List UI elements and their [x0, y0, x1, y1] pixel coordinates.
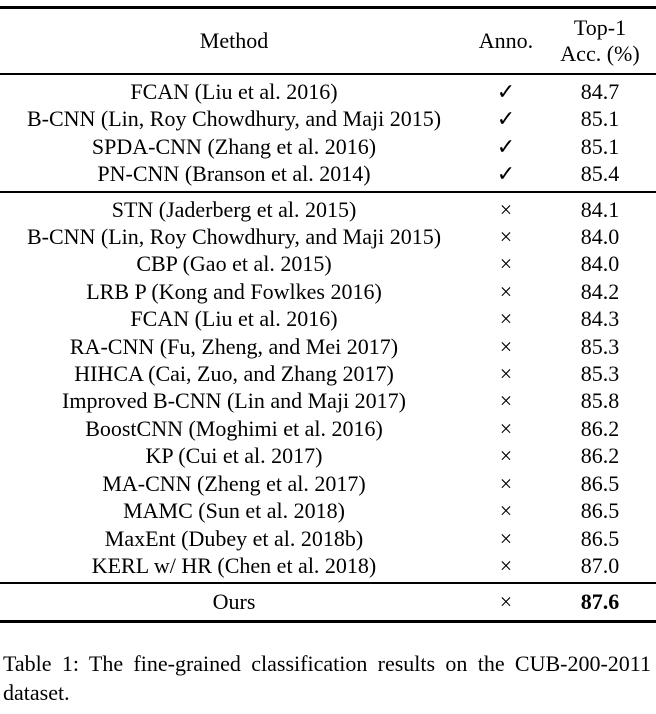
acc-cell: 84.7: [580, 79, 620, 104]
table-row: SPDA-CNN (Zhang et al. 2016) ✓ 85.1: [0, 133, 656, 160]
table-row: MAMC (Sun et al. 2018) × 86.5: [0, 497, 656, 524]
method-cell: MaxEnt (Dubey et al. 2018b): [104, 525, 364, 551]
acc-cell: 86.5: [580, 525, 620, 551]
anno-column-header: Anno.: [478, 28, 534, 54]
method-cell: B-CNN (Lin, Roy Chowdhury, and Maji 2015…: [26, 106, 442, 132]
acc-cell: 84.0: [580, 251, 620, 277]
table-header-row: Method Anno. Top-1 Acc. (%): [0, 9, 656, 75]
table-row: STN (Jaderberg et al. 2015) × 84.1: [0, 196, 656, 223]
table-row: MaxEnt (Dubey et al. 2018b) × 86.5: [0, 525, 656, 552]
acc-cell: 85.8: [580, 388, 620, 414]
anno-mark: ×: [499, 224, 513, 250]
table-row: RA-CNN (Fu, Zheng, and Mei 2017) × 85.3: [0, 333, 656, 360]
anno-mark: ✓: [496, 133, 516, 159]
anno-mark: ×: [499, 196, 513, 222]
acc-cell: 85.4: [580, 161, 620, 187]
table-caption: Table 1: The fine-grained classification…: [3, 650, 651, 705]
anno-mark: ✓: [496, 106, 516, 132]
method-cell: FCAN (Liu et al. 2016): [130, 79, 338, 104]
method-cell: STN (Jaderberg et al. 2015): [111, 196, 357, 222]
method-cell: MA-CNN (Zheng et al. 2017): [102, 470, 366, 496]
anno-mark: ×: [499, 361, 513, 387]
anno-mark: ×: [499, 443, 513, 469]
anno-mark: ×: [499, 525, 513, 551]
method-cell: HIHCA (Cai, Zuo, and Zhang 2017): [74, 361, 394, 387]
method-cell: CBP (Gao et al. 2015): [136, 251, 332, 277]
acc-cell: 87.6: [580, 589, 620, 615]
method-cell: LRB P (Kong and Fowlkes 2016): [86, 278, 382, 304]
table-row: B-CNN (Lin, Roy Chowdhury, and Maji 2015…: [0, 223, 656, 250]
table-row: Improved B-CNN (Lin and Maji 2017) × 85.8: [0, 387, 656, 414]
method-cell: MAMC (Sun et al. 2018): [123, 498, 345, 524]
method-cell: SPDA-CNN (Zhang et al. 2016): [91, 133, 377, 159]
method-cell: PN-CNN (Branson et al. 2014): [97, 161, 371, 187]
anno-mark: ×: [499, 470, 513, 496]
acc-cell: 86.2: [580, 443, 620, 469]
method-cell: BoostCNN (Moghimi et al. 2016): [85, 415, 383, 441]
acc-header-line2: Acc. (%): [560, 41, 640, 66]
acc-cell: 84.0: [580, 224, 620, 250]
anno-mark: ✓: [496, 79, 516, 104]
acc-cell: 84.3: [580, 306, 620, 332]
acc-header-line1: Top-1: [573, 15, 627, 40]
table-row: HIHCA (Cai, Zuo, and Zhang 2017) × 85.3: [0, 360, 656, 387]
acc-cell: 85.1: [580, 133, 620, 159]
acc-cell: 85.1: [580, 106, 620, 132]
method-cell: B-CNN (Lin, Roy Chowdhury, and Maji 2015…: [26, 224, 442, 250]
table-row: MA-CNN (Zheng et al. 2017) × 86.5: [0, 470, 656, 497]
anno-mark: ✓: [496, 161, 516, 187]
table-row: B-CNN (Lin, Roy Chowdhury, and Maji 2015…: [0, 105, 656, 132]
table-row: FCAN (Liu et al. 2016) × 84.3: [0, 305, 656, 332]
table-body: FCAN (Liu et al. 2016) ✓ 84.7 B-CNN (Lin, R…: [0, 75, 656, 620]
table-row: LRB P (Kong and Fowlkes 2016) × 84.2: [0, 278, 656, 305]
unannotated-methods-section: STN (Jaderberg et al. 2015) × 84.1 B-CNN (L…: [0, 193, 656, 585]
method-cell: Ours: [212, 589, 256, 615]
anno-mark: ×: [499, 552, 513, 578]
table-row: KERL w/ HR (Chen et al. 2018) × 87.0: [0, 552, 656, 579]
annotated-methods-section: FCAN (Liu et al. 2016) ✓ 84.7 B-CNN (Lin, R…: [0, 75, 656, 193]
acc-cell: 86.5: [580, 470, 620, 496]
anno-mark: ×: [499, 415, 513, 441]
anno-mark: ×: [499, 278, 513, 304]
acc-cell: 86.2: [580, 415, 620, 441]
results-table: Method Anno. Top-1 Acc. (%) FCAN (Liu et…: [0, 6, 656, 623]
method-cell: Improved B-CNN (Lin and Maji 2017): [62, 388, 406, 414]
method-cell: RA-CNN (Fu, Zheng, and Mei 2017): [69, 333, 399, 359]
table-row: CBP (Gao et al. 2015) × 84.0: [0, 250, 656, 277]
acc-column-header: Top-1 Acc. (%): [544, 15, 656, 67]
method-cell: KP (Cui et al. 2017): [145, 443, 323, 469]
table-row: BoostCNN (Moghimi et al. 2016) × 86.2: [0, 415, 656, 442]
anno-mark: ×: [499, 306, 513, 332]
acc-cell: 87.0: [580, 552, 620, 578]
table-row: KP (Cui et al. 2017) × 86.2: [0, 442, 656, 469]
anno-mark: ×: [499, 333, 513, 359]
method-cell: FCAN (Liu et al. 2016): [130, 306, 338, 332]
acc-cell: 84.1: [580, 196, 620, 222]
acc-cell: 85.3: [580, 361, 620, 387]
acc-cell: 86.5: [580, 498, 620, 524]
table-row: Ours × 87.6: [0, 588, 656, 615]
anno-mark: ×: [499, 498, 513, 524]
method-cell: KERL w/ HR (Chen et al. 2018): [91, 552, 377, 578]
anno-mark: ×: [499, 251, 513, 277]
acc-cell: 84.2: [580, 278, 620, 304]
ours-section: Ours × 87.6: [0, 584, 656, 619]
anno-mark: ×: [499, 388, 513, 414]
table-row: PN-CNN (Branson et al. 2014) ✓ 85.4: [0, 160, 656, 187]
acc-cell: 85.3: [580, 333, 620, 359]
anno-mark: ×: [499, 589, 513, 615]
table-row: FCAN (Liu et al. 2016) ✓ 84.7: [0, 78, 656, 105]
method-column-header: Method: [199, 28, 269, 54]
